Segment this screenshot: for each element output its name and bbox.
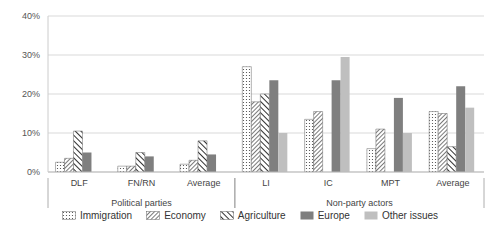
- html-text:Agriculture: Agriculture: [237, 210, 286, 221]
- html-text:Europe: Europe: [317, 210, 350, 221]
- svg-text:Political parties: Political parties: [111, 198, 172, 208]
- html-text:Immigration: Immigration: [79, 210, 133, 221]
- svg-text:10%: 10%: [22, 128, 40, 138]
- svg-text:0%: 0%: [27, 167, 40, 177]
- html-text:Economy: Economy: [164, 210, 206, 221]
- svg-text:MPT: MPT: [381, 178, 401, 188]
- svg-text:IC: IC: [324, 178, 334, 188]
- svg-text:FN/RN: FN/RN: [128, 178, 156, 188]
- svg-text:30%: 30%: [22, 50, 40, 60]
- svg-text:LI: LI: [262, 178, 270, 188]
- svg-text:Average: Average: [187, 178, 220, 188]
- html-text:Other issues: Other issues: [381, 210, 439, 221]
- svg-text:40%: 40%: [22, 11, 40, 21]
- svg-text:DLF: DLF: [71, 178, 89, 188]
- svg-text:Average: Average: [436, 178, 469, 188]
- svg-text:Non-party actors: Non-party actors: [326, 198, 393, 208]
- svg-text:20%: 20%: [22, 89, 40, 99]
